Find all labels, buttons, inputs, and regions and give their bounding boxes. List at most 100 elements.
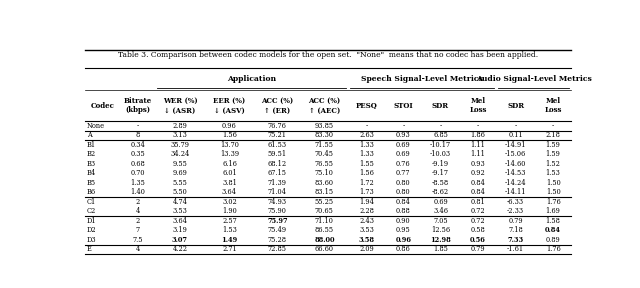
Text: 1.85: 1.85 (433, 245, 448, 253)
Text: 1.33: 1.33 (360, 141, 374, 149)
Text: PESQ: PESQ (356, 102, 378, 109)
Text: 83.60: 83.60 (315, 179, 334, 187)
Text: B6: B6 (87, 188, 96, 196)
Text: E: E (87, 245, 92, 253)
Text: 12.98: 12.98 (430, 236, 451, 244)
Text: 12.56: 12.56 (431, 226, 450, 234)
Text: A: A (87, 131, 92, 139)
Text: 0.11: 0.11 (508, 131, 523, 139)
Text: 3.07: 3.07 (172, 236, 188, 244)
Text: 1.86: 1.86 (470, 131, 486, 139)
Text: C1: C1 (87, 198, 96, 206)
Text: 1.53: 1.53 (546, 169, 561, 177)
Text: -8.62: -8.62 (432, 188, 449, 196)
Text: 3.53: 3.53 (172, 207, 188, 215)
Text: Mel
Loss: Mel Loss (469, 96, 487, 114)
Text: -14.60: -14.60 (505, 160, 526, 168)
Text: 13.39: 13.39 (220, 150, 239, 158)
Text: 1.53: 1.53 (222, 226, 237, 234)
Text: 2.89: 2.89 (172, 122, 188, 130)
Text: 75.49: 75.49 (268, 226, 287, 234)
Text: 70.65: 70.65 (315, 207, 334, 215)
Text: 1.73: 1.73 (360, 188, 374, 196)
Text: -9.19: -9.19 (432, 160, 449, 168)
Text: -: - (402, 122, 404, 130)
Text: -: - (365, 122, 368, 130)
Text: 4: 4 (136, 207, 140, 215)
Text: 3.13: 3.13 (172, 131, 188, 139)
Text: 0.79: 0.79 (471, 245, 485, 253)
Text: 67.15: 67.15 (268, 169, 287, 177)
Text: 68.12: 68.12 (268, 160, 287, 168)
Text: 0.69: 0.69 (433, 198, 448, 206)
Text: 59.51: 59.51 (268, 150, 287, 158)
Text: EER (%)
↓ (ASV): EER (%) ↓ (ASV) (213, 96, 246, 114)
Text: 70.45: 70.45 (315, 150, 334, 158)
Text: -: - (552, 122, 554, 130)
Text: 93.85: 93.85 (315, 122, 334, 130)
Text: 5.55: 5.55 (172, 179, 188, 187)
Text: 0.96: 0.96 (396, 236, 412, 244)
Text: 1.58: 1.58 (546, 217, 561, 225)
Text: 3.53: 3.53 (360, 226, 374, 234)
Text: 1.49: 1.49 (221, 236, 237, 244)
Text: 2.09: 2.09 (360, 245, 374, 253)
Text: 1.40: 1.40 (131, 188, 145, 196)
Text: 1.11: 1.11 (470, 141, 486, 149)
Text: 0.69: 0.69 (396, 141, 411, 149)
Text: D1: D1 (87, 217, 97, 225)
Text: ACC (%)
↑ (ER): ACC (%) ↑ (ER) (261, 96, 294, 114)
Text: 1.11: 1.11 (470, 150, 486, 158)
Text: 2.63: 2.63 (360, 131, 374, 139)
Text: -2.33: -2.33 (507, 207, 524, 215)
Text: Application: Application (227, 75, 276, 83)
Text: D3: D3 (87, 236, 97, 244)
Text: 4: 4 (136, 245, 140, 253)
Text: -9.17: -9.17 (432, 169, 449, 177)
Text: 0.86: 0.86 (396, 245, 411, 253)
Text: 3.64: 3.64 (222, 188, 237, 196)
Text: 0.92: 0.92 (470, 169, 485, 177)
Text: 0.84: 0.84 (396, 198, 411, 206)
Text: 71.39: 71.39 (268, 179, 287, 187)
Text: 1.52: 1.52 (546, 160, 561, 168)
Text: 0.89: 0.89 (546, 236, 561, 244)
Text: 0.80: 0.80 (396, 188, 411, 196)
Text: 34.24: 34.24 (170, 150, 189, 158)
Text: 0.68: 0.68 (131, 160, 145, 168)
Text: 0.88: 0.88 (396, 207, 411, 215)
Text: 3.64: 3.64 (172, 217, 188, 225)
Text: 0.76: 0.76 (396, 160, 411, 168)
Text: 0.84: 0.84 (545, 226, 561, 234)
Text: 66.60: 66.60 (315, 245, 334, 253)
Text: WER (%)
↓ (ASR): WER (%) ↓ (ASR) (163, 96, 197, 114)
Text: 86.55: 86.55 (315, 226, 334, 234)
Text: SDR: SDR (432, 102, 449, 109)
Text: 0.70: 0.70 (131, 169, 145, 177)
Text: 75.90: 75.90 (268, 207, 287, 215)
Text: 0.93: 0.93 (470, 160, 485, 168)
Text: -8.58: -8.58 (432, 179, 449, 187)
Text: 0.77: 0.77 (396, 169, 411, 177)
Text: 1.94: 1.94 (359, 198, 374, 206)
Text: B1: B1 (87, 141, 96, 149)
Text: 2: 2 (136, 217, 140, 225)
Text: 7.33: 7.33 (508, 236, 524, 244)
Text: 6.01: 6.01 (222, 169, 237, 177)
Text: 2.43: 2.43 (359, 217, 374, 225)
Text: 1.90: 1.90 (222, 207, 237, 215)
Text: 13.70: 13.70 (220, 141, 239, 149)
Text: -: - (515, 122, 516, 130)
Text: 71.10: 71.10 (315, 217, 334, 225)
Text: 75.28: 75.28 (268, 236, 287, 244)
Text: 3.81: 3.81 (222, 179, 237, 187)
Text: 35.79: 35.79 (170, 141, 189, 149)
Text: 6.16: 6.16 (222, 160, 237, 168)
Text: 4.22: 4.22 (172, 245, 188, 253)
Text: 0.79: 0.79 (508, 217, 523, 225)
Text: SDR: SDR (507, 102, 524, 109)
Text: 9.55: 9.55 (172, 160, 188, 168)
Text: -14.24: -14.24 (505, 179, 526, 187)
Text: 3.02: 3.02 (222, 198, 237, 206)
Text: None: None (87, 122, 105, 130)
